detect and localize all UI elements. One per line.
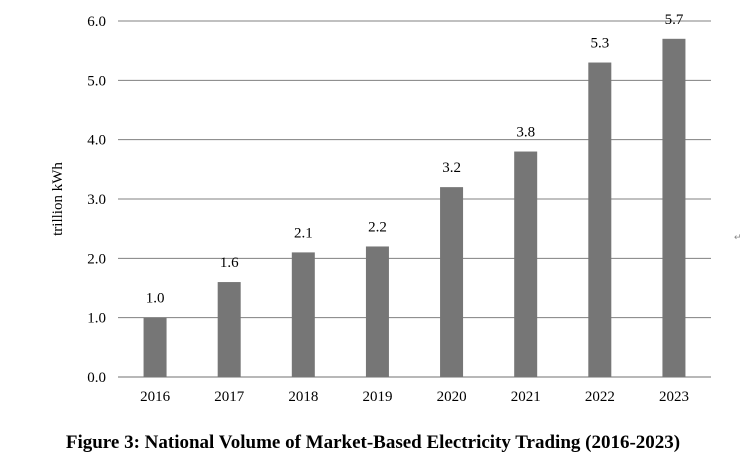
bar-2021 xyxy=(514,151,538,377)
y-tick-label: 3.0 xyxy=(87,192,106,208)
data-label: 1.6 xyxy=(220,255,239,271)
bar-2020 xyxy=(440,187,464,377)
y-tick-label: 2.0 xyxy=(87,251,106,267)
y-tick-label: 4.0 xyxy=(87,133,106,149)
data-label: 2.2 xyxy=(368,219,387,235)
data-label: 3.2 xyxy=(442,160,461,176)
data-label: 1.0 xyxy=(146,291,165,307)
bar-2016 xyxy=(143,317,167,377)
x-tick-label: 2021 xyxy=(511,389,541,405)
data-label: 3.8 xyxy=(516,125,535,141)
data-label: 5.7 xyxy=(665,12,684,28)
chart-caption: Figure 3: National Volume of Market-Base… xyxy=(65,432,681,453)
data-label: 2.1 xyxy=(294,225,313,241)
y-tick-label: 1.0 xyxy=(87,311,106,327)
bar-2019 xyxy=(365,246,389,377)
x-tick-label: 2022 xyxy=(585,389,615,405)
bar-2023 xyxy=(662,38,686,378)
y-tick-label: 6.0 xyxy=(87,14,106,30)
y-tick-label: 0.0 xyxy=(87,370,106,386)
x-tick-label: 2023 xyxy=(659,389,689,405)
x-tick-label: 2019 xyxy=(362,389,392,405)
x-tick-label: 2020 xyxy=(437,389,467,405)
bar-2018 xyxy=(291,252,315,377)
paragraph-mark: ↵ xyxy=(734,232,742,242)
bar-2017 xyxy=(217,282,241,377)
bar-chart: trillion kWh 0.0 1.0 2.0 3.0 4.0 5.0 6.0 1.0 201… xyxy=(50,12,711,405)
bar-2022 xyxy=(588,62,612,378)
data-label: 5.3 xyxy=(590,36,609,52)
x-tick-label: 2018 xyxy=(288,389,318,405)
y-tick-label: 5.0 xyxy=(87,73,106,89)
x-tick-label: 2017 xyxy=(214,389,245,405)
y-axis-label: trillion kWh xyxy=(50,162,66,236)
x-tick-label: 2016 xyxy=(140,389,171,405)
